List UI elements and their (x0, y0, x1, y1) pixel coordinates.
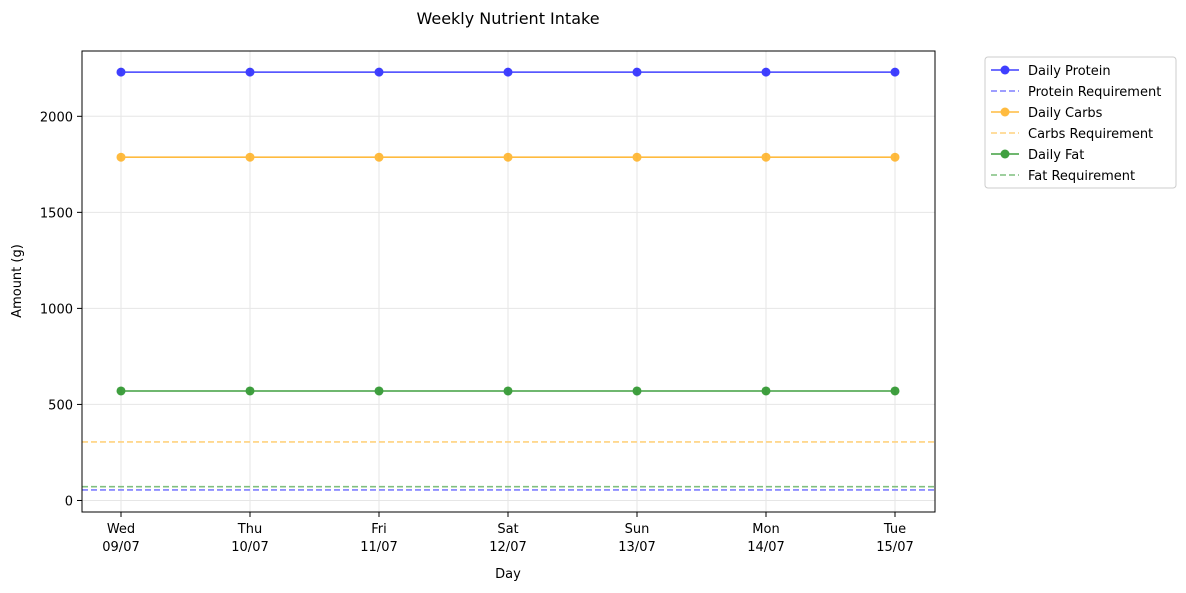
x-tick-label-date: 14/07 (747, 540, 784, 555)
x-tick-label-day: Sun (625, 522, 650, 537)
grid-lines (82, 51, 935, 512)
x-tick-label-date: 09/07 (102, 540, 139, 555)
legend-entry: Daily Carbs (991, 106, 1103, 121)
legend-label: Daily Fat (1028, 148, 1084, 163)
x-tick-label-date: 13/07 (618, 540, 655, 555)
legend-entry: Carbs Requirement (991, 127, 1153, 142)
x-axis-ticks: Wed 09/07 Thu 10/07 Fri 11/07 Sat 12/07 Sun 13/07… (102, 512, 914, 555)
data-point (503, 152, 513, 162)
legend-swatch (991, 107, 1019, 117)
data-point (890, 67, 900, 77)
data-point (632, 67, 642, 77)
y-tick-label: 500 (48, 398, 73, 413)
y-tick-label: 1000 (40, 302, 73, 317)
y-tick-label: 2000 (40, 110, 73, 125)
data-point (374, 386, 384, 396)
data-point (245, 386, 255, 396)
x-tick-label-day: Wed (107, 522, 135, 537)
data-point (761, 152, 771, 162)
legend-label: Protein Requirement (1028, 85, 1161, 100)
series-lines (116, 67, 900, 396)
series-group (116, 67, 900, 77)
data-point (890, 386, 900, 396)
data-point (116, 386, 126, 396)
x-tick-label-date: 12/07 (489, 540, 526, 555)
legend-swatch (991, 65, 1019, 75)
legend-entry: Daily Protein (991, 64, 1111, 79)
legend-swatch-marker (1000, 107, 1010, 117)
legend-label: Daily Protein (1028, 64, 1111, 79)
y-tick-label: 0 (65, 494, 73, 509)
x-tick-label-day: Fri (371, 522, 387, 537)
data-point (632, 152, 642, 162)
data-point (761, 67, 771, 77)
legend-swatch (991, 149, 1019, 159)
x-axis-label: Day (495, 567, 521, 582)
data-point (503, 67, 513, 77)
x-tick-label-date: 10/07 (231, 540, 268, 555)
legend-entry: Protein Requirement (991, 85, 1161, 100)
legend-entry: Fat Requirement (991, 169, 1135, 184)
data-point (374, 152, 384, 162)
data-point (374, 67, 384, 77)
data-point (503, 386, 513, 396)
data-point (761, 386, 771, 396)
data-point (632, 386, 642, 396)
data-point (116, 152, 126, 162)
legend: Daily Protein Protein Requirement Daily Ca… (984, 56, 1177, 189)
data-point (890, 152, 900, 162)
series-group (116, 152, 900, 162)
data-point (245, 67, 255, 77)
legend-entry: Daily Fat (991, 148, 1084, 163)
y-tick-label: 1500 (40, 206, 73, 221)
x-tick-label-day: Mon (752, 522, 779, 537)
x-tick-label-day: Thu (237, 522, 262, 537)
chart-title: Weekly Nutrient Intake (416, 9, 599, 28)
legend-swatch-marker (1000, 65, 1010, 75)
legend-items: Daily Protein Protein Requirement Daily Ca… (991, 64, 1161, 184)
x-tick-label-date: 15/07 (876, 540, 913, 555)
x-tick-label-date: 11/07 (360, 540, 397, 555)
data-point (245, 152, 255, 162)
series-group (116, 386, 900, 396)
legend-label: Fat Requirement (1028, 169, 1135, 184)
x-tick-label-day: Sat (497, 522, 518, 537)
x-tick-label-day: Tue (883, 522, 906, 537)
y-axis-label: Amount (g) (10, 244, 25, 318)
requirement-lines (82, 441, 935, 491)
legend-frame (984, 56, 1177, 189)
legend-swatch-marker (1000, 149, 1010, 159)
y-axis-ticks: 0 500 1000 1500 2000 (40, 110, 82, 509)
legend-label: Daily Carbs (1028, 106, 1103, 121)
legend-label: Carbs Requirement (1028, 127, 1153, 142)
data-point (116, 67, 126, 77)
